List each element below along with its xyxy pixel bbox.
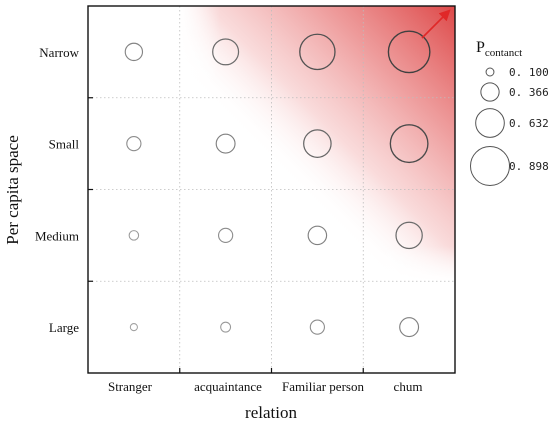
legend-bubble	[480, 82, 500, 102]
x-tick-labels: Stranger acquaintance Familiar person chum	[108, 379, 422, 394]
trend-arrow	[421, 9, 451, 39]
legend-bubble	[485, 67, 495, 77]
y-tick-label: Small	[49, 137, 80, 152]
y-tick-label: Large	[49, 320, 79, 335]
legend-bubble	[475, 108, 505, 138]
legend-title: Pcontanct	[476, 39, 522, 59]
bubble	[220, 321, 232, 333]
x-tick-label: acquaintance	[194, 379, 262, 394]
x-tick-label: chum	[394, 379, 423, 394]
y-tick-label: Narrow	[39, 45, 79, 60]
bubble	[387, 30, 431, 74]
bubble	[124, 42, 144, 62]
grid-lines	[88, 6, 455, 373]
bubble	[303, 129, 332, 158]
x-tick-label: Stranger	[108, 379, 153, 394]
y-tick-labels: Narrow Small Medium Large	[35, 45, 80, 335]
x-tick-label: Familiar person	[282, 379, 364, 394]
bubble	[307, 225, 328, 246]
bubbles	[124, 30, 431, 338]
plot-background	[88, 6, 455, 373]
bubble	[212, 38, 240, 66]
plot-frame	[87, 5, 456, 374]
bubble	[399, 317, 420, 338]
y-axis-title: Per capita space	[3, 135, 22, 245]
legend-value: 0. 898	[509, 160, 549, 173]
size-legend: Pcontanct 0. 100 0. 366 0. 632 0. 898	[469, 39, 549, 187]
legend-bubble	[469, 145, 511, 187]
bubble	[128, 230, 140, 241]
bubble	[126, 136, 142, 152]
bubble	[218, 227, 234, 243]
bubble	[215, 133, 236, 154]
y-tick-label: Medium	[35, 228, 79, 243]
bubble	[309, 319, 325, 335]
legend-value: 0. 366	[509, 86, 549, 99]
x-axis-title: relation	[245, 403, 297, 422]
bubble	[389, 124, 429, 164]
bubble	[395, 221, 423, 250]
bubble	[299, 33, 336, 71]
legend-value: 0. 632	[509, 117, 549, 130]
legend-value: 0. 100	[509, 66, 549, 79]
bubble	[129, 323, 138, 332]
heat-gradient	[180, 6, 455, 281]
